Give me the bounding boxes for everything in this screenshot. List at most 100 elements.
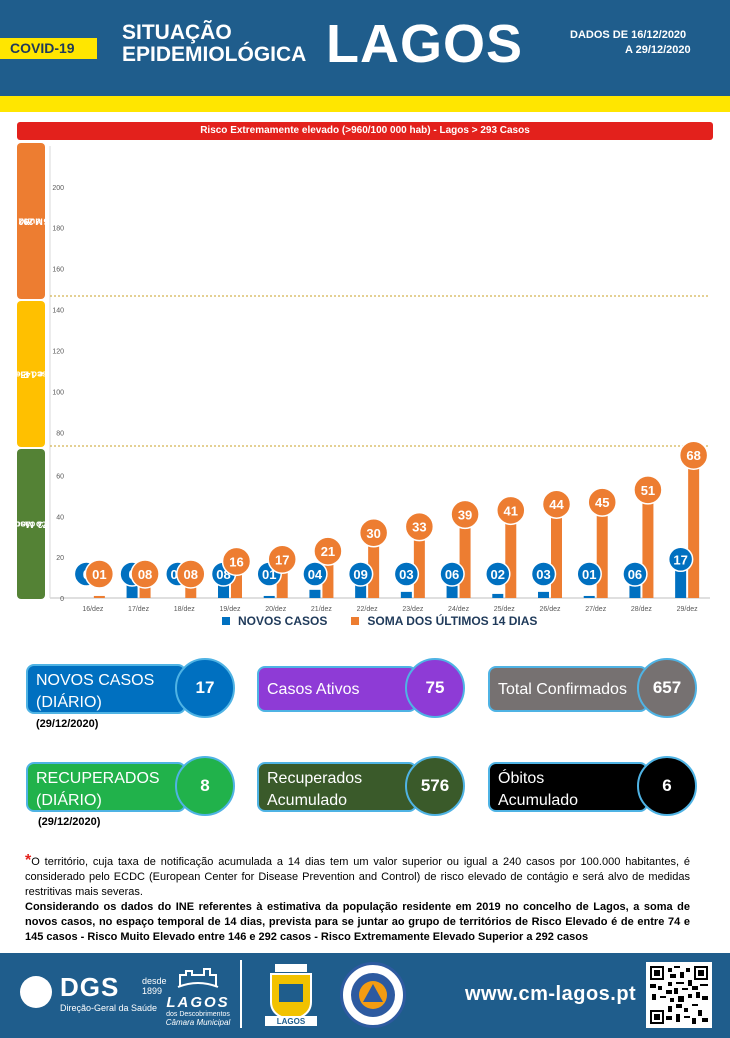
active-cases-label: Casos Ativos: [267, 681, 360, 698]
title-line1: SITUAÇÃO: [122, 21, 232, 44]
data-label-sum14: 01: [92, 567, 106, 582]
bar-sum14: [276, 563, 288, 598]
data-label-bubble-new-cases: [302, 561, 328, 587]
qr-code: [646, 962, 712, 1028]
confirmed-label: Total Confirmados: [498, 681, 627, 698]
x-tick-label: 21/dez: [311, 606, 333, 613]
data-label-sum14: 45: [595, 495, 609, 510]
bar-new-cases: [355, 579, 367, 598]
bar-sum14: [688, 459, 700, 598]
data-label-bubble-sum14: [84, 559, 115, 589]
data-label-bubble-new-cases: [530, 561, 557, 587]
data-label-bubble-new-cases: [439, 561, 465, 587]
data-label-sum14: 08: [184, 567, 198, 582]
data-label-sum14: 39: [458, 507, 472, 522]
header-bar: [0, 0, 730, 96]
confirmed-circle: 657: [637, 658, 697, 718]
data-label-bubble-sum14: [176, 559, 206, 589]
recovered-acc-label: Recuperados Acumulado: [267, 770, 363, 809]
data-label-new-cases: 06: [445, 567, 459, 582]
data-label-new-cases: 06: [628, 567, 642, 582]
deaths-label: Óbitos Acumulado: [498, 770, 579, 809]
x-tick-label: 25/dez: [494, 606, 516, 613]
recovered-label: RECUPERADOS (DIÁRIO): [36, 770, 160, 809]
y-tick-label: 80: [56, 431, 64, 438]
y-tick-label: 120: [52, 348, 64, 355]
legend-label-new-cases: NOVOS CASOS: [238, 614, 328, 628]
data-label-bubble-new-cases: [576, 561, 602, 587]
data-label-bubble-sum14: [130, 559, 160, 589]
footnote-star: *: [25, 852, 32, 869]
bar-new-cases: [675, 563, 687, 598]
data-label-new-cases: 02: [491, 567, 505, 582]
risk-extreme-banner: Risco Extremamente elevado (>960/100 000…: [17, 122, 713, 140]
new-cases-circle: 17: [175, 658, 235, 718]
bar-sum14: [93, 595, 105, 598]
covid-tag: COVID-19: [0, 38, 97, 59]
bar-sum14: [459, 518, 471, 598]
yellow-divider: [0, 96, 730, 112]
data-label-bubble-sum14: [541, 489, 572, 519]
data-label-new-cases: 09: [353, 567, 367, 582]
footnote-text: O território, cuja taxa de notificação a…: [25, 856, 690, 898]
deaths-card: Óbitos Acumulado: [488, 762, 648, 812]
risk-zone-moderate: Risco Moderadoaté 73 casos: [0, 449, 63, 599]
bar-new-cases: [126, 583, 138, 598]
y-tick-label: 40: [56, 514, 64, 521]
data-label-bubble-new-cases: [667, 546, 694, 573]
legend-label-sum14: SOMA DOS ÚLTIMOS 14 DIAS: [367, 614, 538, 628]
dgs-since-year: 1899: [142, 986, 163, 996]
data-label-sum14: 51: [641, 483, 655, 498]
data-label-new-cases: 01: [262, 567, 276, 582]
data-label-new-cases: 03: [399, 567, 413, 582]
active-cases-card: Casos Ativos: [257, 666, 417, 712]
y-tick-label: 100: [52, 390, 64, 397]
data-label-bubble-new-cases: [622, 561, 648, 587]
x-tick-label: 19/dez: [219, 606, 241, 613]
bar-new-cases: [263, 595, 275, 598]
x-tick-label: 23/dez: [402, 606, 424, 613]
page-title-city: LAGOS: [326, 14, 524, 74]
x-tick-label: 20/dez: [265, 606, 287, 613]
data-label-bubble-new-cases: [393, 561, 420, 587]
recovered-card: RECUPERADOS (DIÁRIO): [26, 762, 186, 812]
lagos-logo-word: LAGOS: [166, 994, 230, 1011]
data-label-sum14: 41: [504, 503, 518, 518]
data-label-new-cases: 04: [308, 567, 323, 582]
crest-label: LAGOS: [277, 1017, 306, 1026]
x-tick-label: 27/dez: [585, 606, 607, 613]
data-label-sum14: 30: [366, 526, 380, 541]
risk-zone-high: Risco Elevado entre 74 e 145 casos: [0, 301, 80, 447]
x-tick-label: 16/dez: [82, 606, 104, 613]
active-cases-circle: 75: [405, 658, 465, 718]
title-line2: EPIDEMIOLÓGICA: [122, 43, 307, 66]
data-label-sum14: 33: [412, 520, 426, 535]
bar-new-cases: [446, 585, 458, 598]
bar-sum14: [185, 581, 197, 598]
new-cases-date: (29/12/2020): [36, 718, 99, 730]
footnote-bold: Considerando os dados do INE referentes …: [25, 901, 690, 943]
bar-sum14: [642, 493, 654, 598]
data-label-sum14: 16: [229, 554, 243, 569]
data-label-bubble-new-cases: [485, 561, 511, 587]
data-label-bubble-sum14: [404, 511, 435, 542]
website-link[interactable]: www.cm-lagos.pt: [465, 983, 637, 1005]
bar-sum14: [413, 530, 425, 598]
x-tick-label: 26/dez: [539, 606, 561, 613]
legend-item-sum14: SOMA DOS ÚLTIMOS 14 DIAS: [351, 614, 537, 628]
lagos-logo-sub2: Câmara Municipal: [165, 1018, 231, 1027]
dgs-subtitle: Direção-Geral da Saúde: [60, 1003, 158, 1013]
bar-sum14: [139, 581, 151, 598]
confirmed-card: Total Confirmados: [488, 666, 648, 712]
bar-new-cases: [218, 581, 229, 598]
data-label-sum14: 21: [321, 544, 335, 559]
x-tick-label: 24/dez: [448, 606, 470, 613]
dgs-since-word: desde: [142, 976, 167, 986]
data-label-bubble-sum14: [587, 487, 617, 517]
bar-sum14: [322, 555, 334, 598]
footer-divider: [240, 960, 242, 1028]
data-label-bubble-sum14: [358, 518, 389, 548]
footnote: *O território, cuja taxa de notificação …: [25, 853, 690, 945]
dgs-globe-icon: [20, 976, 52, 1008]
bar-new-cases: [309, 589, 321, 598]
